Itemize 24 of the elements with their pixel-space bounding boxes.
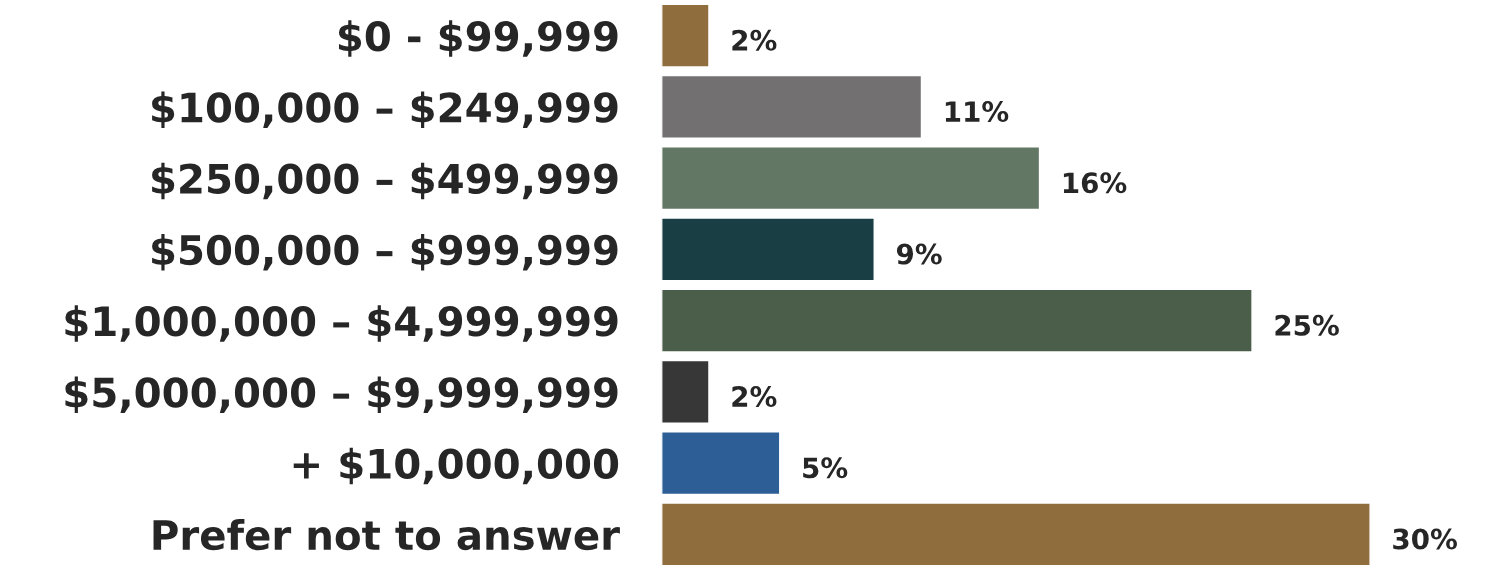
y-tick-label: + $10,000,000 — [293, 447, 619, 485]
bar — [661, 502, 1371, 567]
data-label: 30% — [1393, 528, 1457, 550]
bar — [661, 288, 1253, 353]
bar — [661, 217, 875, 282]
y-tick-label: $100,000 – $249,999 — [152, 91, 618, 129]
y-tick-label: $0 - $99,999 — [338, 20, 618, 57]
y-tick-label: Prefer not to answer — [153, 519, 620, 551]
y-tick-label: $1,000,000 – $4,999,999 — [65, 305, 618, 342]
data-label: 5% — [803, 457, 848, 479]
y-tick-label: $500,000 – $999,999 — [152, 234, 618, 271]
bar — [661, 146, 1041, 211]
bar — [661, 359, 710, 424]
data-label: 11% — [945, 101, 1009, 123]
data-label: 16% — [1063, 172, 1127, 194]
y-tick-label: $250,000 – $499,999 — [152, 162, 618, 200]
bar — [661, 431, 781, 496]
data-label: 2% — [732, 29, 777, 51]
data-label: 2% — [732, 386, 777, 408]
bar — [661, 74, 923, 139]
data-label: 9% — [896, 243, 942, 265]
bar — [661, 3, 710, 68]
data-label: 25% — [1275, 314, 1339, 336]
y-tick-label: $5,000,000 – $9,999,999 — [65, 376, 618, 414]
